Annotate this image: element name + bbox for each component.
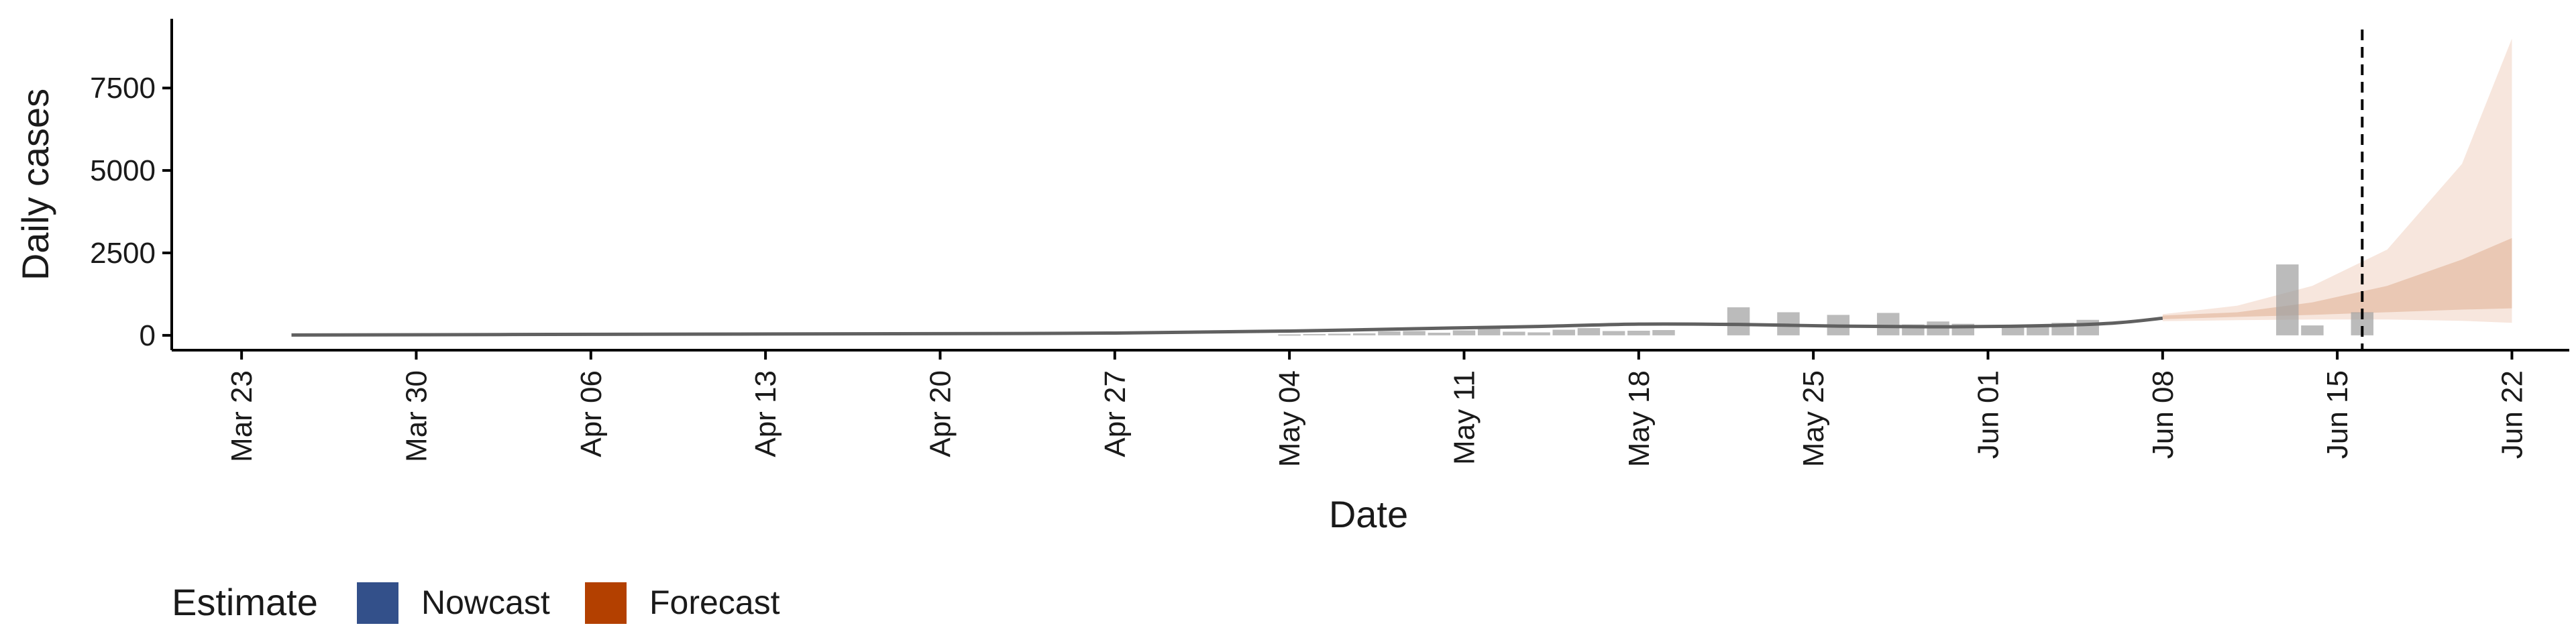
x-tick-label: Jun 01 [1972, 370, 2004, 459]
reported-cases-bar [1403, 331, 1426, 335]
y-axis-ticks: 0 2500 5000 7500 [90, 72, 172, 352]
legend-title: Estimate [172, 581, 318, 623]
reported-cases-bar [2276, 264, 2299, 335]
y-tick-label: 7500 [90, 72, 156, 105]
reported-cases-bar [1477, 329, 1501, 335]
y-tick-label: 2500 [90, 237, 156, 270]
estimate-lines [291, 30, 2364, 350]
x-axis-ticks: Mar 23 Mar 30 Apr 06 Apr 13 Apr 20 Apr 27 May … [225, 350, 2528, 467]
x-tick-label: May 25 [1797, 370, 1830, 467]
x-tick-label: Jun 08 [2147, 370, 2180, 459]
x-tick-label: Apr 13 [749, 370, 782, 458]
x-tick-label: Jun 22 [2496, 370, 2528, 459]
legend: Estimate Nowcast Forecast [172, 581, 780, 624]
x-tick-label: Apr 06 [575, 370, 608, 458]
reported-cases-bar [1876, 313, 1900, 335]
y-tick-label: 0 [140, 319, 156, 352]
forecast-bands [2162, 38, 2512, 323]
x-axis-title: Date [1329, 493, 1408, 535]
x-tick-label: Mar 30 [400, 370, 433, 462]
reported-cases-bar [1727, 307, 1750, 335]
reported-cases-bar [1552, 329, 1575, 335]
reported-cases-bar [1503, 331, 1525, 335]
y-tick-label: 5000 [90, 154, 156, 187]
axes [170, 19, 2569, 352]
x-tick-label: Apr 27 [1099, 370, 1132, 458]
reported-cases-bar [1378, 331, 1401, 335]
reported-cases-bar [1352, 333, 1376, 335]
x-tick-label: Apr 20 [924, 370, 957, 458]
x-tick-label: Mar 23 [225, 370, 258, 462]
reported-cases-bar [1652, 330, 1675, 335]
reported-cases-bar [1602, 331, 1625, 335]
x-tick-label: May 18 [1623, 370, 1656, 467]
reported-cases-bar [1627, 330, 1650, 335]
y-axis-title: Daily cases [14, 89, 56, 280]
x-tick-label: May 04 [1273, 370, 1306, 467]
reported-cases-bar [1527, 332, 1550, 335]
reported-cases-bar [1328, 333, 1351, 335]
legend-label-forecast: Forecast [649, 584, 780, 621]
x-tick-label: May 11 [1448, 370, 1481, 465]
reported-cases-bar [1452, 330, 1476, 335]
reported-cases-bar [1428, 332, 1451, 335]
forecast-band-inner [2162, 237, 2512, 319]
legend-swatch-nowcast [357, 582, 398, 624]
forecast-band-outer [2162, 38, 2512, 323]
x-tick-label: Jun 15 [2321, 370, 2354, 459]
legend-label-nowcast: Nowcast [421, 584, 550, 621]
reported-cases-bar [1278, 334, 1301, 336]
legend-swatch-forecast [585, 582, 627, 624]
nowcast-line [291, 316, 2163, 337]
reported-cases-bar [1303, 333, 1326, 335]
reported-cases-bar [2076, 319, 2099, 335]
reported-cases-bar [2301, 325, 2324, 335]
reported-cases-bar [1577, 328, 1601, 335]
